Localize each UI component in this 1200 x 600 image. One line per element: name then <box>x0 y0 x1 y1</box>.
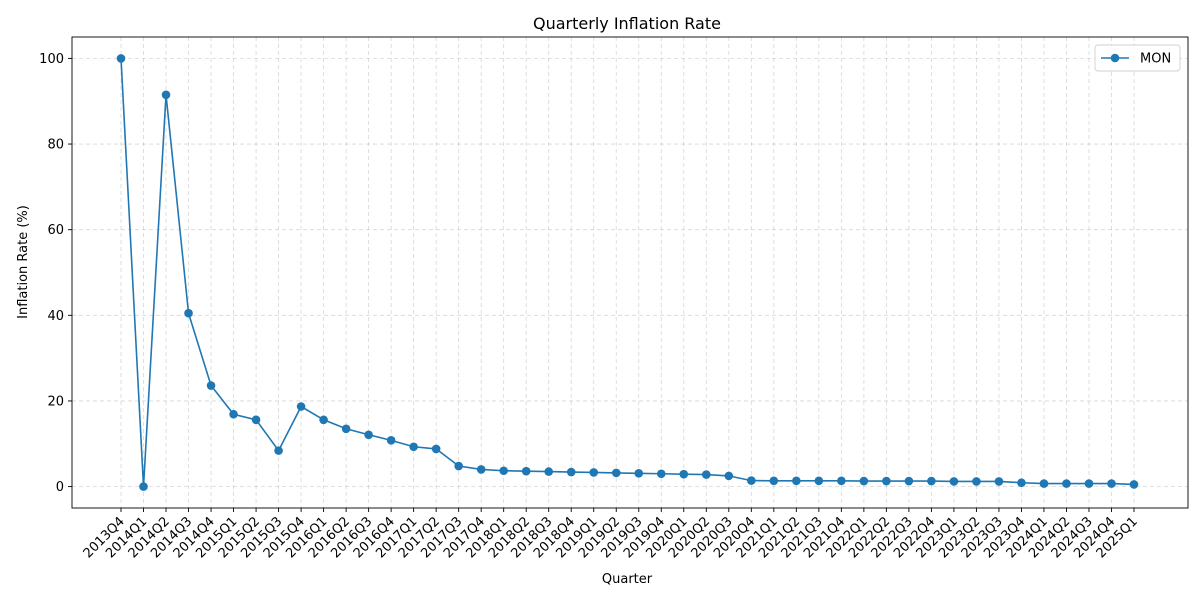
data-point <box>634 469 644 478</box>
data-point <box>1017 478 1026 488</box>
data-point <box>139 482 148 491</box>
series-line-mon <box>120 58 1135 487</box>
data-point <box>544 467 554 476</box>
plot-frame <box>71 36 1189 509</box>
data-point <box>972 477 981 486</box>
data-point <box>409 442 418 452</box>
data-point <box>904 476 914 486</box>
data-point <box>274 446 283 455</box>
data-point <box>679 469 689 479</box>
data-point <box>319 415 328 425</box>
y-tick-label: 80 <box>47 138 64 153</box>
data-point <box>927 476 936 486</box>
data-point <box>521 466 531 476</box>
x-axis-label: Quarter <box>602 572 653 587</box>
grid-lines <box>72 37 1188 508</box>
data-point <box>341 424 351 434</box>
data-point <box>837 476 846 486</box>
data-point <box>1062 479 1071 488</box>
data-point <box>184 308 193 318</box>
data-point <box>792 476 801 486</box>
data-point <box>431 444 441 454</box>
data-point <box>859 476 869 486</box>
data-point <box>566 467 576 477</box>
data-point <box>701 470 711 479</box>
data-point <box>1107 479 1116 488</box>
data-point <box>454 461 463 471</box>
data-point <box>296 402 306 411</box>
data-point <box>161 90 171 100</box>
y-tick-label: 20 <box>47 394 64 409</box>
data-point <box>882 476 891 486</box>
y-axis-label: Inflation Rate (%) <box>16 205 31 319</box>
data-point <box>1039 479 1049 488</box>
data-point <box>724 471 734 481</box>
legend-box <box>1094 44 1181 72</box>
data-point <box>611 468 621 478</box>
data-point <box>1084 479 1094 488</box>
data-point <box>206 381 216 390</box>
chart-title: Quarterly Inflation Rate <box>533 14 721 33</box>
legend-label: MON <box>1140 52 1171 67</box>
data-point <box>251 415 261 425</box>
plot-area-border <box>71 36 1189 509</box>
legend: MON <box>1094 44 1181 72</box>
data-point <box>386 436 396 445</box>
data-point <box>769 476 779 486</box>
y-tick-label: 100 <box>39 52 64 67</box>
y-tick-label: 40 <box>47 309 64 324</box>
data-point <box>229 409 238 419</box>
data-point <box>994 477 1004 486</box>
series-group <box>116 54 1139 491</box>
data-point <box>656 469 666 479</box>
data-point <box>116 54 126 63</box>
data-point <box>476 465 486 474</box>
legend-marker <box>1110 53 1120 63</box>
data-point <box>589 468 599 477</box>
y-axis-ticks: 0 20 40 60 80 100 <box>39 52 72 495</box>
data-point <box>747 476 756 485</box>
y-tick-label: 60 <box>47 223 64 238</box>
data-point <box>814 476 824 486</box>
data-point <box>949 477 959 486</box>
y-tick-label: 0 <box>56 480 64 495</box>
data-point <box>499 466 508 476</box>
data-point <box>364 430 373 440</box>
data-point <box>1129 480 1139 489</box>
